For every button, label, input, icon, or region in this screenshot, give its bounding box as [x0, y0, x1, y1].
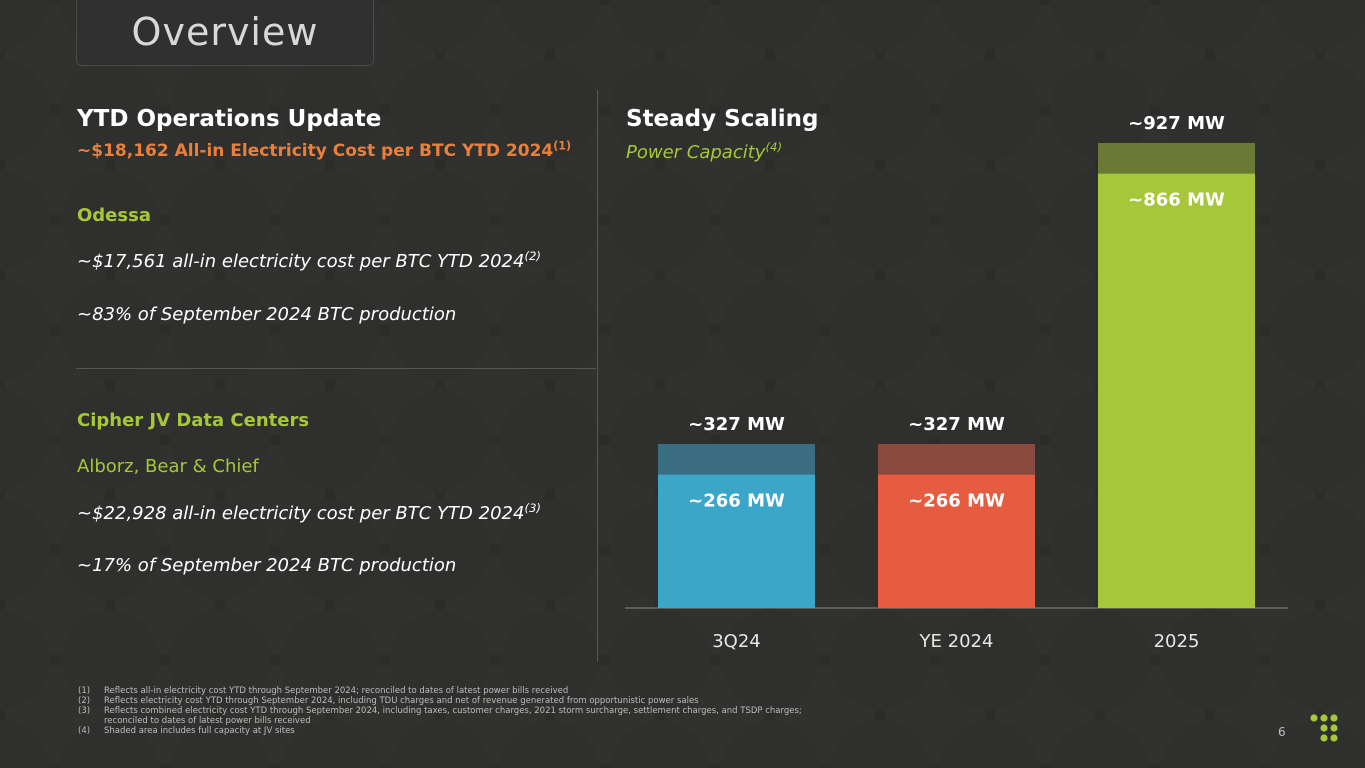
- footnote-ref-4: (4): [765, 140, 783, 154]
- odessa-label: Odessa: [77, 205, 151, 226]
- footnote-text: Shaded area includes full capacity at JV…: [104, 726, 295, 736]
- footnote-text: Reflects combined electricity cost YTD t…: [104, 706, 802, 716]
- jv-cost-line: ~$22,928 all-in electricity cost per BTC…: [77, 501, 541, 524]
- category-label-0: 3Q24: [712, 631, 761, 652]
- data-label-total-0: ~327 MW: [688, 414, 785, 435]
- odessa-production-line: ~83% of September 2024 BTC production: [77, 304, 457, 325]
- bar-shaded-0: [658, 443, 815, 475]
- scaling-heading: Steady Scaling: [626, 106, 819, 132]
- footnote-text: Reflects all-in electricity cost YTD thr…: [104, 686, 569, 696]
- footnote-text: Reflects electricity cost YTD through Se…: [104, 696, 699, 706]
- all-in-cost-subheading: ~$18,162 All-in Electricity Cost per BTC…: [77, 139, 572, 161]
- power-capacity-text: Power Capacity: [626, 142, 766, 163]
- section-divider: [76, 368, 596, 369]
- footnote-ref-1: (1): [553, 139, 572, 153]
- bar-shaded-2: [1098, 143, 1255, 174]
- footnote-row: (3) Reflects combined electricity cost YT…: [78, 706, 802, 716]
- data-label-inner-2: ~866 MW: [1128, 190, 1225, 211]
- data-label-inner-1: ~266 MW: [908, 491, 1005, 512]
- footnote-number: (1): [78, 686, 91, 696]
- jv-cost-text: ~$22,928 all-in electricity cost per BTC…: [77, 503, 525, 524]
- odessa-cost-text: ~$17,561 all-in electricity cost per BTC…: [77, 251, 525, 272]
- footnote-number: [78, 716, 104, 726]
- footnote-row: (4) Shaded area includes full capacity at…: [78, 726, 802, 736]
- footnotes: (1) Reflects all-in electricity cost YTD …: [78, 686, 802, 736]
- footnote-ref-3: (3): [524, 501, 541, 515]
- bar-0: [658, 474, 815, 608]
- page-number: 6: [1278, 725, 1286, 739]
- footnote-number: (4): [78, 726, 91, 736]
- page-title: Overview: [131, 10, 319, 54]
- bar-2: [1098, 173, 1255, 609]
- bar-shaded-1: [878, 443, 1035, 475]
- jv-sites: Alborz, Bear & Chief: [77, 456, 259, 477]
- data-label-inner-0: ~266 MW: [688, 491, 785, 512]
- column-divider: [597, 90, 598, 662]
- footnote-row: reconciled to dates of latest power bill…: [78, 716, 802, 726]
- title-box: Overview: [76, 0, 374, 66]
- category-label-1: YE 2024: [919, 631, 994, 652]
- power-capacity-chart: ~266 MW ~327 MW 3Q24 ~266 MW ~327 MW YE 2024 ~…: [625, 113, 1288, 652]
- category-label-2: 2025: [1154, 631, 1200, 652]
- data-label-total-2: ~927 MW: [1128, 113, 1225, 134]
- footnote-number: (3): [78, 706, 91, 716]
- data-label-total-1: ~327 MW: [908, 414, 1005, 435]
- odessa-cost-line: ~$17,561 all-in electricity cost per BTC…: [77, 249, 541, 272]
- all-in-cost-text: ~$18,162 All-in Electricity Cost per BTC…: [77, 141, 554, 161]
- footnote-row: (2) Reflects electricity cost YTD through…: [78, 696, 802, 706]
- operations-heading: YTD Operations Update: [77, 106, 382, 132]
- footnote-text: reconciled to dates of latest power bill…: [104, 716, 311, 726]
- footnote-row: (1) Reflects all-in electricity cost YTD …: [78, 686, 802, 696]
- footnote-number: (2): [78, 696, 91, 706]
- jv-label: Cipher JV Data Centers: [77, 410, 310, 431]
- company-logo-icon: [1310, 714, 1338, 742]
- bar-1: [878, 474, 1035, 608]
- jv-production-line: ~17% of September 2024 BTC production: [77, 555, 457, 576]
- power-capacity-subheading: Power Capacity(4): [626, 140, 783, 163]
- footnote-ref-2: (2): [524, 249, 541, 263]
